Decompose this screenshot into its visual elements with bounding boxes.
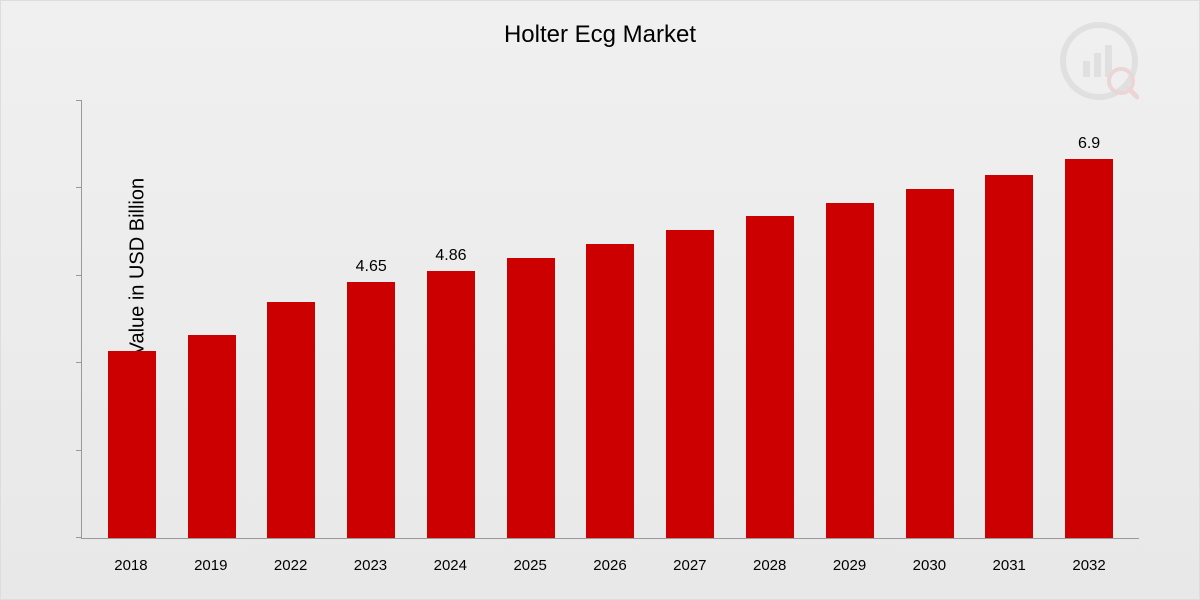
bar-group [969, 151, 1049, 538]
bar-value-label: 6.9 [1078, 135, 1100, 155]
x-axis-label: 2023 [331, 557, 411, 574]
bar-value-label: 4.86 [435, 247, 466, 267]
bar-value-label: 4.65 [356, 258, 387, 278]
x-axis-label: 2030 [889, 557, 969, 574]
bar-group [571, 220, 651, 538]
chart-container: Holter Ecg Market Market Value in USD Bi… [0, 0, 1200, 600]
x-axis-label: 2019 [171, 557, 251, 574]
bar [666, 230, 714, 538]
bar [267, 302, 315, 539]
x-axis-label: 2022 [251, 557, 331, 574]
bar-group [92, 327, 172, 538]
y-tick [76, 362, 82, 363]
bar-group [491, 234, 571, 539]
plot-area: 4.65 4.86 6.9 [81, 101, 1139, 539]
bar [985, 175, 1033, 538]
bar [1065, 159, 1113, 539]
bar [108, 351, 156, 538]
bar-group [252, 278, 332, 539]
bar [586, 244, 634, 538]
y-tick [76, 275, 82, 276]
x-axis-label: 2027 [650, 557, 730, 574]
x-axis-labels: 2018201920222023202420252026202720282029… [81, 557, 1139, 574]
bar-group: 4.86 [411, 247, 491, 538]
x-axis-label: 2025 [490, 557, 570, 574]
y-tick [76, 187, 82, 188]
bar [507, 258, 555, 539]
bar [906, 189, 954, 538]
bar [826, 203, 874, 539]
y-tick [76, 100, 82, 101]
bar [347, 282, 395, 538]
x-axis-label: 2026 [570, 557, 650, 574]
bar [427, 271, 475, 538]
x-axis-label: 2031 [969, 557, 1049, 574]
bar [188, 335, 236, 539]
x-axis-label: 2029 [810, 557, 890, 574]
bar-group [890, 165, 970, 538]
y-tick [76, 450, 82, 451]
x-axis-label: 2032 [1049, 557, 1129, 574]
bars-wrapper: 4.65 4.86 6.9 [82, 101, 1139, 538]
bar-group: 6.9 [1049, 135, 1129, 539]
x-axis-label: 2028 [730, 557, 810, 574]
bar [746, 216, 794, 538]
watermark-logo [1059, 21, 1139, 106]
bar-group: 4.65 [331, 258, 411, 538]
x-axis-label: 2018 [91, 557, 171, 574]
chart-title: Holter Ecg Market [504, 21, 696, 49]
x-axis-label: 2024 [410, 557, 490, 574]
bar-group [650, 206, 730, 538]
bar-group [172, 311, 252, 539]
bar-group [730, 192, 810, 538]
bar-group [810, 179, 890, 539]
y-tick [76, 537, 82, 538]
